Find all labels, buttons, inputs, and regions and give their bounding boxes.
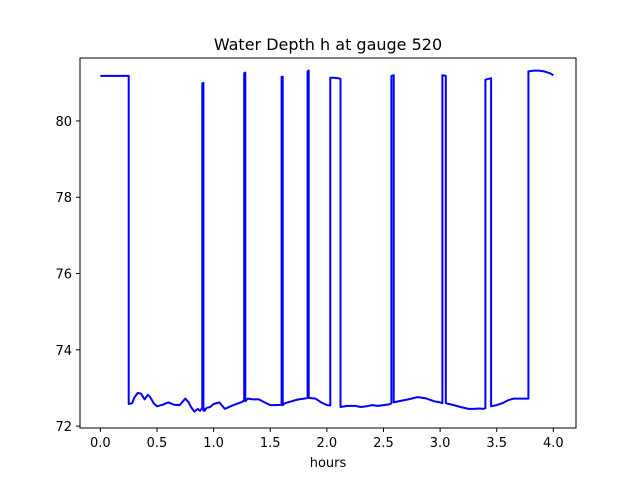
x-tick-label: 0.5 — [147, 436, 168, 451]
x-tick-label: 3.0 — [430, 436, 451, 451]
x-tick-label: 2.0 — [317, 436, 338, 451]
plot-area-frame — [79, 57, 577, 429]
x-tick-label: 4.0 — [543, 436, 564, 451]
x-tick-label: 0.0 — [90, 436, 111, 451]
y-tick-label: 78 — [55, 191, 72, 206]
x-tick-label: 3.5 — [486, 436, 507, 451]
x-tick-label: 2.5 — [373, 436, 394, 451]
y-tick-label: 76 — [55, 268, 72, 283]
y-tick-label: 72 — [55, 420, 72, 435]
series-line — [100, 69, 554, 413]
chart-title: Water Depth h at gauge 520 — [214, 35, 442, 54]
y-tick-label: 80 — [55, 115, 72, 130]
x-axis-label: hours — [310, 456, 347, 471]
y-axis: 72 74 76 78 80 — [55, 115, 80, 435]
x-axis: 0.0 0.5 1.0 1.5 2.0 2.5 3.0 3.5 4.0 — [90, 428, 564, 451]
y-tick-label: 74 — [55, 344, 72, 359]
x-tick-label: 1.5 — [260, 436, 281, 451]
series-group — [100, 69, 554, 413]
x-tick-label: 1.0 — [203, 436, 224, 451]
